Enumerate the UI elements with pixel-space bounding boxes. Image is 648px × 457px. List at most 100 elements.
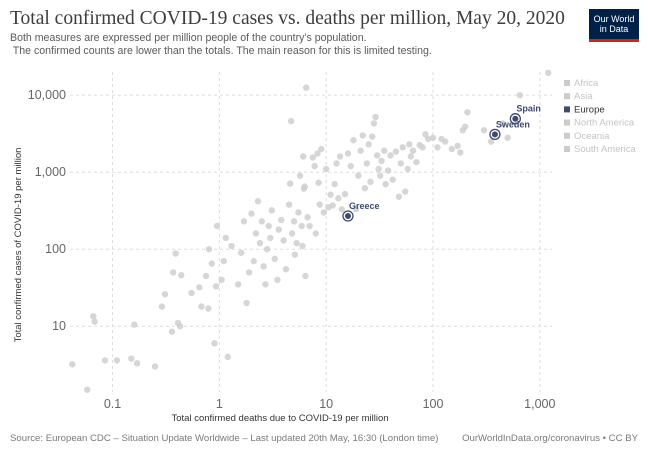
legend-swatch[interactable] [564, 119, 570, 126]
data-point[interactable] [338, 206, 345, 213]
data-point[interactable] [296, 172, 304, 179]
data-point[interactable] [161, 291, 169, 298]
data-point[interactable] [211, 340, 218, 347]
data-point[interactable] [457, 149, 464, 156]
data-point[interactable] [265, 222, 272, 230]
legend-swatch[interactable] [564, 93, 570, 100]
data-point[interactable] [243, 299, 250, 307]
data-point[interactable] [287, 117, 295, 125]
highlight-point[interactable] [491, 131, 498, 138]
data-point[interactable] [128, 355, 135, 362]
data-point[interactable] [327, 191, 334, 198]
data-point[interactable] [84, 386, 91, 393]
data-point[interactable] [69, 361, 76, 368]
data-point[interactable] [113, 357, 121, 364]
data-point[interactable] [370, 120, 378, 127]
data-point[interactable] [335, 194, 342, 202]
data-point[interactable] [237, 249, 245, 256]
legend-item[interactable]: Europe [574, 104, 605, 115]
data-point[interactable] [288, 230, 296, 237]
data-point[interactable] [205, 246, 213, 253]
data-point[interactable] [365, 141, 372, 148]
data-point[interactable] [258, 218, 266, 225]
data-point[interactable] [282, 266, 290, 273]
data-point[interactable] [333, 160, 340, 167]
data-point[interactable] [299, 242, 306, 250]
data-point[interactable] [312, 230, 320, 237]
data-point[interactable] [395, 193, 403, 200]
data-point[interactable] [504, 134, 511, 141]
data-point[interactable] [302, 84, 310, 91]
data-point[interactable] [350, 137, 357, 144]
legend-item[interactable]: Asia [574, 91, 593, 102]
legend-item[interactable]: North America [574, 118, 635, 129]
data-point[interactable] [373, 152, 381, 159]
data-point[interactable] [131, 321, 138, 328]
data-point[interactable] [487, 138, 495, 145]
data-point[interactable] [298, 222, 305, 230]
data-point[interactable] [250, 257, 257, 265]
data-point[interactable] [464, 109, 471, 116]
data-point[interactable] [329, 202, 336, 209]
data-point[interactable] [267, 234, 274, 242]
data-point[interactable] [480, 127, 488, 134]
data-point[interactable] [315, 179, 322, 186]
legend-swatch[interactable] [564, 132, 570, 139]
data-point[interactable] [309, 154, 317, 161]
data-point[interactable] [256, 239, 264, 247]
data-point[interactable] [196, 284, 203, 291]
data-point[interactable] [413, 158, 420, 166]
data-point[interactable] [336, 153, 344, 160]
data-point[interactable] [499, 120, 506, 127]
data-point[interactable] [341, 190, 349, 198]
data-point[interactable] [302, 272, 309, 280]
data-point[interactable] [382, 180, 389, 188]
data-point[interactable] [344, 150, 352, 157]
data-point[interactable] [91, 318, 98, 325]
data-point[interactable] [286, 180, 294, 187]
data-point[interactable] [178, 271, 185, 279]
data-point[interactable] [170, 269, 177, 276]
data-point[interactable] [375, 165, 382, 173]
data-point[interactable] [409, 147, 417, 154]
data-point[interactable] [202, 272, 210, 280]
data-point[interactable] [367, 178, 374, 186]
data-point[interactable] [228, 242, 235, 250]
legend-item[interactable]: Africa [574, 78, 599, 89]
data-point[interactable] [399, 144, 406, 151]
legend-swatch[interactable] [564, 146, 570, 152]
data-point[interactable] [402, 188, 409, 195]
data-point[interactable] [361, 184, 369, 192]
data-point[interactable] [434, 144, 441, 151]
data-point[interactable] [441, 138, 449, 145]
data-point[interactable] [280, 237, 287, 244]
data-point[interactable] [278, 216, 285, 224]
data-point[interactable] [222, 234, 230, 242]
data-point[interactable] [220, 257, 227, 265]
data-point[interactable] [384, 167, 392, 174]
data-point[interactable] [311, 162, 318, 170]
legend-item[interactable]: South America [574, 144, 636, 155]
data-point[interactable] [176, 323, 184, 330]
data-point[interactable] [101, 357, 109, 364]
data-point[interactable] [424, 135, 432, 143]
data-point[interactable] [293, 239, 300, 247]
data-point[interactable] [275, 226, 282, 233]
data-point[interactable] [404, 165, 411, 173]
data-point[interactable] [314, 150, 321, 157]
owid-logo[interactable]: Our World in Data [589, 9, 639, 42]
data-point[interactable] [397, 160, 405, 167]
legend-swatch[interactable] [564, 106, 570, 113]
data-point[interactable] [372, 113, 379, 121]
data-point[interactable] [290, 218, 298, 225]
data-point[interactable] [285, 201, 293, 208]
highlight-point[interactable] [512, 115, 519, 122]
data-point[interactable] [168, 328, 176, 335]
data-point[interactable] [407, 153, 415, 160]
data-point[interactable] [240, 218, 248, 225]
data-point[interactable] [268, 207, 276, 214]
data-point[interactable] [376, 172, 384, 179]
data-point[interactable] [301, 183, 308, 190]
data-point[interactable] [212, 283, 220, 290]
data-point[interactable] [254, 198, 262, 205]
